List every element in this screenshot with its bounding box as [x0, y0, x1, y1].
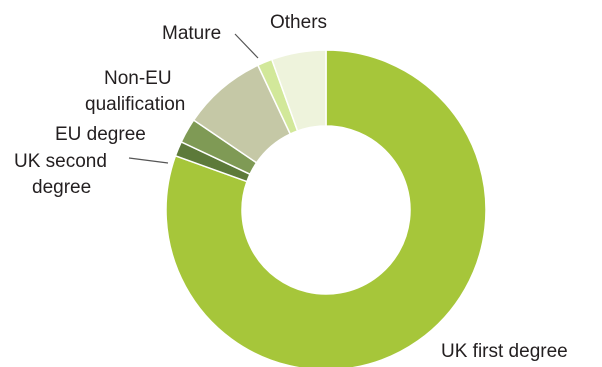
label-uk-first-degree: UK first degree — [441, 341, 568, 362]
label-eu-degree: EU degree — [55, 124, 146, 145]
donut-slices — [165, 49, 487, 367]
slice-others — [270, 49, 327, 132]
label-others: Others — [270, 12, 327, 33]
leader-lines — [128, 33, 259, 164]
label-uk-second-degree: UK second degree — [14, 151, 112, 198]
slice-uk-first-degree — [165, 49, 487, 367]
label-non-eu-qualification: Non-EU qualification — [85, 68, 185, 115]
leader-line-mature — [234, 33, 259, 59]
label-mature: Mature — [162, 23, 221, 44]
slice-labels: Others Mature Non-EU qualification EU de… — [14, 12, 568, 362]
leader-line-uk-second-degree — [128, 157, 169, 164]
